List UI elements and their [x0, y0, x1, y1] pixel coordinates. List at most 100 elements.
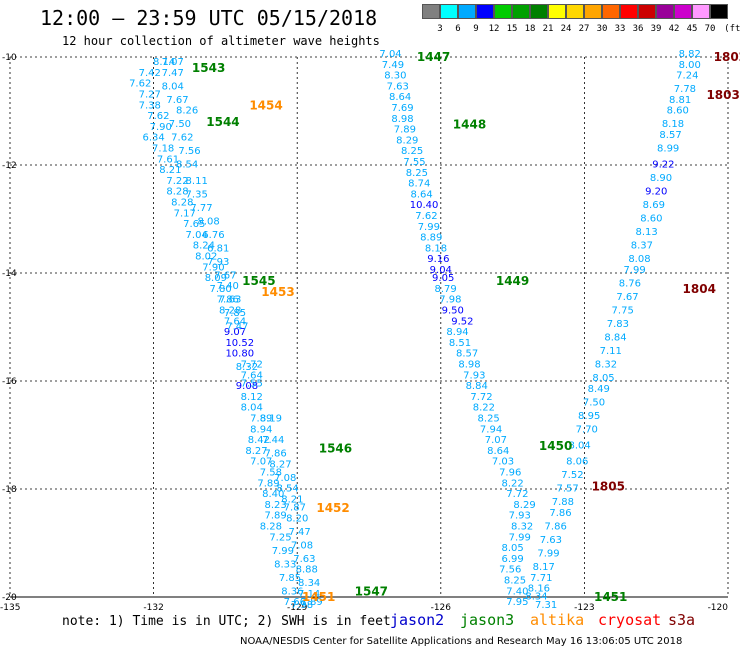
- wave-height-reading: 7.98: [439, 295, 461, 306]
- wave-height-reading: 8.69: [643, 200, 665, 211]
- pass-time-label: 1450: [539, 439, 572, 453]
- wave-height-reading: 7.62: [147, 111, 169, 122]
- wave-height-reading: 8.12: [241, 392, 263, 403]
- wave-height-reading: 8.94: [446, 327, 468, 338]
- wave-height-reading: 8.32: [595, 360, 617, 371]
- wave-height-reading: 8.94: [250, 424, 272, 435]
- wave-height-reading: 7.56: [499, 565, 521, 576]
- wave-height-reading: 7.24: [676, 71, 698, 82]
- legend-swatch: [584, 4, 602, 19]
- wave-height-reading: 8.32: [236, 362, 258, 373]
- legend-swatch: [548, 4, 566, 19]
- wave-height-reading: 7.38: [139, 100, 161, 111]
- wave-height-reading: 8.34: [298, 578, 320, 589]
- wave-height-reading: 8.25: [478, 414, 500, 425]
- wave-height-reading: 7.14: [298, 589, 320, 600]
- wave-height-reading: 7.99: [537, 549, 559, 560]
- wave-height-reading: 8.29: [396, 135, 418, 146]
- wave-height-reading: 8.05: [501, 543, 523, 554]
- wave-height-reading: 8.22: [473, 403, 495, 414]
- wave-height-reading: 8.81: [669, 95, 691, 106]
- wave-height-reading: 8.04: [241, 403, 263, 414]
- wave-height-reading: 7.99: [272, 546, 294, 557]
- footnote: note: 1) Time is in UTC; 2) SWH is in fe…: [62, 614, 391, 629]
- wave-height-reading: 7.72: [506, 489, 528, 500]
- wave-height-reading: 7.95: [506, 597, 528, 608]
- wave-height-reading: 8.11: [186, 176, 208, 187]
- pass-time-label: 1451: [594, 590, 627, 604]
- wave-height-reading: 7.86: [265, 449, 287, 460]
- wave-height-reading: 8.98: [391, 114, 413, 125]
- wave-height-reading: 7.08: [291, 540, 313, 551]
- wave-height-reading: 8.84: [604, 333, 626, 344]
- wave-height-reading: 9.05: [432, 273, 454, 284]
- wave-height-reading: 7.72: [241, 360, 263, 371]
- legend-label: 12: [488, 24, 500, 34]
- wave-height-reading: 7.99: [509, 532, 531, 543]
- wave-height-reading: 7.47: [288, 527, 310, 538]
- wave-height-reading: 7.69: [391, 103, 413, 114]
- wave-height-reading: 8.08: [628, 254, 650, 265]
- wave-height-reading: 7.40: [506, 586, 528, 597]
- legend-label: 33: [614, 24, 626, 34]
- wave-height-reading: 7.64: [224, 316, 246, 327]
- wave-height-reading: 8.27: [269, 459, 291, 470]
- wave-height-reading: 8.79: [434, 284, 456, 295]
- wave-height-reading: 8.28: [166, 187, 188, 198]
- wave-height-reading: 8.22: [501, 478, 523, 489]
- wave-height-reading: 8.02: [195, 252, 217, 263]
- wave-height-reading: 7.62: [171, 133, 193, 144]
- wave-height-reading: 7.85: [279, 573, 301, 584]
- wave-height-reading: 8.09: [205, 273, 227, 284]
- pass-time-label: 1543: [192, 61, 225, 75]
- wave-height-reading: 7.93: [463, 370, 485, 381]
- wave-height-reading: 7.86: [217, 295, 239, 306]
- lat-tick-label: -14: [2, 269, 17, 279]
- wave-height-reading: 8.51: [449, 338, 471, 349]
- wave-height-reading: 7.70: [576, 424, 598, 435]
- wave-height-reading: 8.37: [631, 241, 653, 252]
- wave-height-reading: 8.27: [245, 446, 267, 457]
- wave-height-reading: 7.93: [207, 257, 229, 268]
- wave-height-reading: 8.54: [276, 484, 298, 495]
- pass-time-label: 1453: [261, 285, 294, 299]
- legend-swatch: [440, 4, 458, 19]
- pass-time-label: 1546: [319, 442, 352, 456]
- legend-label: 30: [596, 24, 608, 34]
- wave-height-reading: 7.93: [509, 511, 531, 522]
- wave-height-reading: 8.04: [162, 81, 184, 92]
- wave-height-reading: 7.89: [394, 125, 416, 136]
- wave-height-reading: 8.25: [504, 576, 526, 587]
- wave-height-reading: 7.07: [250, 457, 272, 468]
- wave-height-reading: 7.63: [387, 81, 409, 92]
- wave-height-reading: 7.63: [540, 535, 562, 546]
- legend-label: 39: [650, 24, 662, 34]
- legend-label: 45: [686, 24, 698, 34]
- wave-height-reading: 8.34: [525, 592, 547, 603]
- wave-height-reading: 7.61: [157, 154, 179, 165]
- wave-height-reading: 7.50: [169, 119, 191, 130]
- wave-height-reading: 7.86: [549, 508, 571, 519]
- wave-height-reading: 8.40: [262, 489, 284, 500]
- wave-height-reading: 7.71: [530, 573, 552, 584]
- lat-tick-label: -12: [2, 161, 17, 171]
- legend-label: 42: [668, 24, 680, 34]
- credit-footer: NOAA/NESDIS Center for Satellite Applica…: [240, 636, 683, 647]
- legend-swatch: [692, 4, 710, 19]
- wave-height-reading: 8.57: [659, 130, 681, 141]
- wave-height-reading: 7.31: [535, 600, 557, 611]
- lon-tick-label: -135: [0, 603, 20, 613]
- wave-height-reading: 8.64: [389, 92, 411, 103]
- wave-height-reading: 7.63: [293, 554, 315, 565]
- wave-height-reading: 8.04: [568, 441, 590, 452]
- wave-height-reading: 7.67: [166, 95, 188, 106]
- wave-height-reading: 8.36: [281, 586, 303, 597]
- wave-height-reading: 7.72: [470, 392, 492, 403]
- wave-height-reading: 7.62: [415, 211, 437, 222]
- wave-height-reading: 8.21: [281, 495, 303, 506]
- wave-height-reading: 7.47: [162, 68, 184, 79]
- wave-height-reading: 7.75: [612, 306, 634, 317]
- wave-height-reading: 6.81: [207, 243, 229, 254]
- lat-tick-label: -10: [2, 53, 17, 63]
- wave-height-reading: 10.80: [225, 349, 254, 360]
